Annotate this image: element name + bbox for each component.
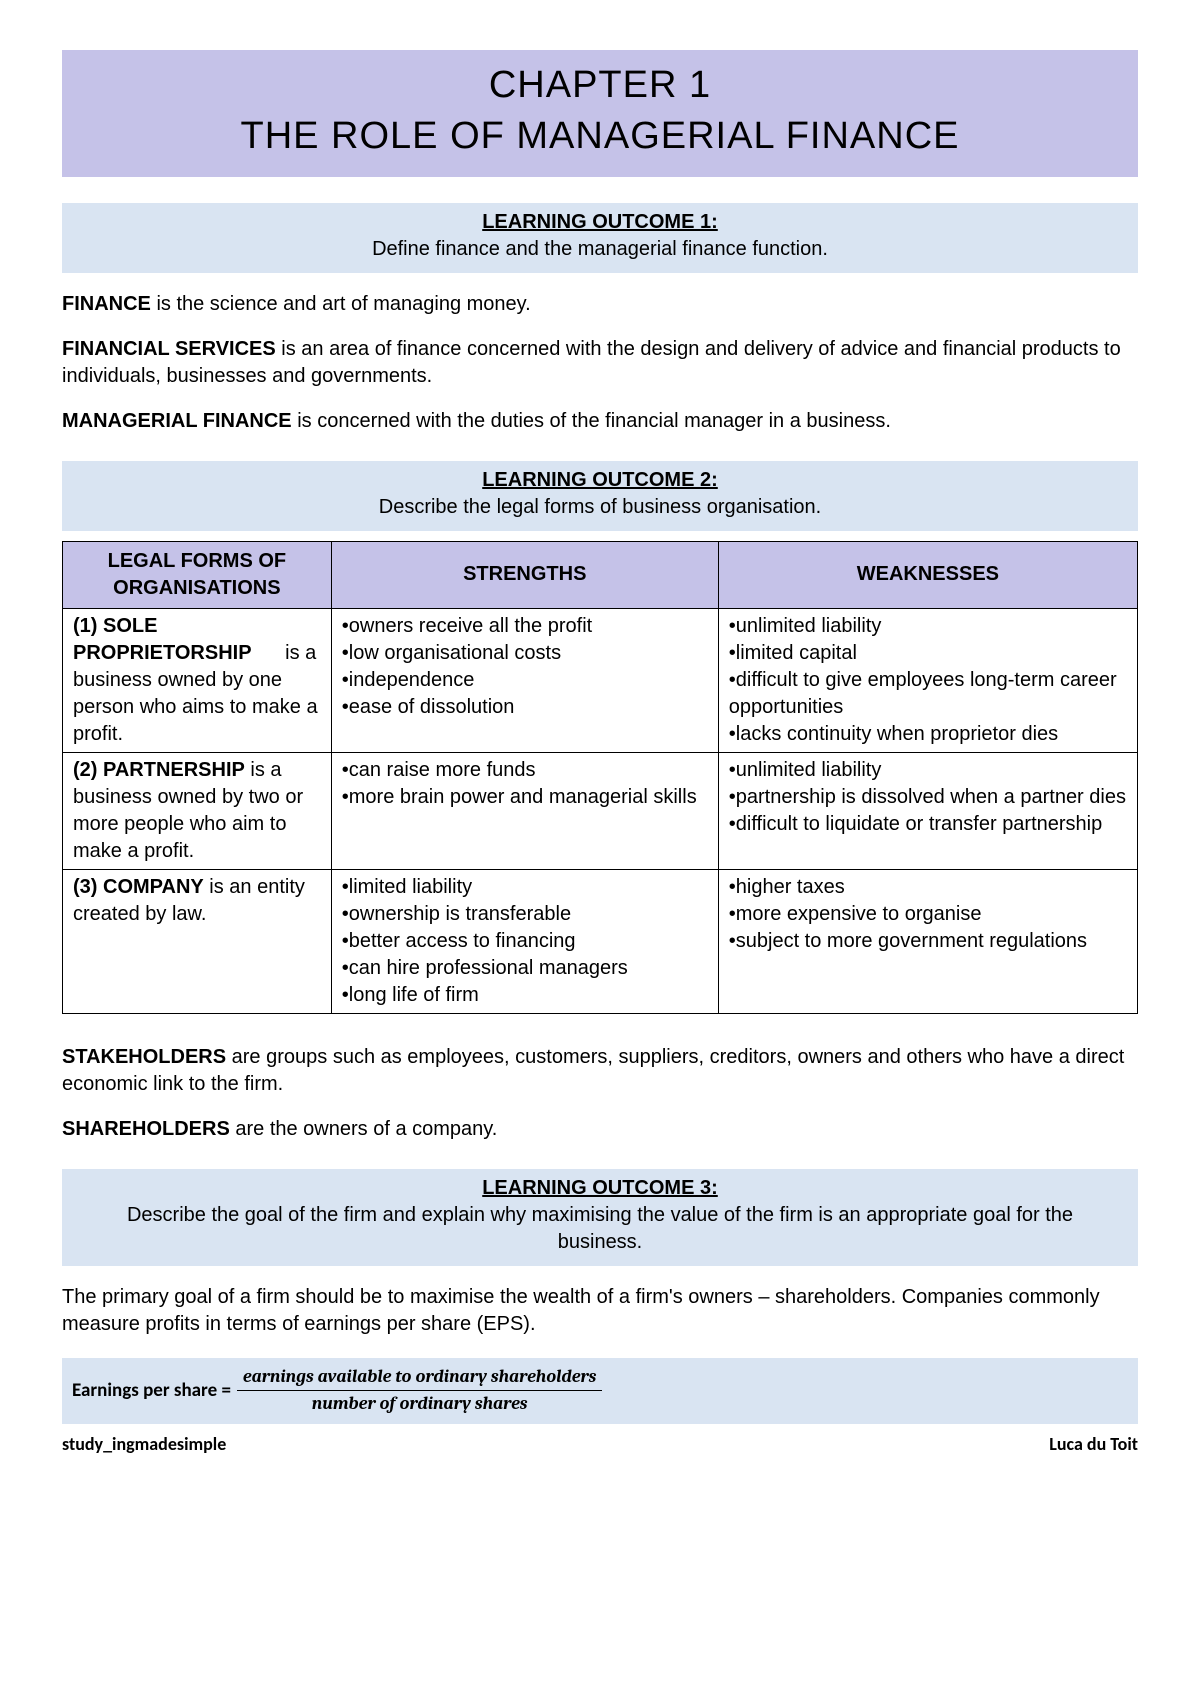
cell-strengths-1: •owners receive all the profit •low orga… <box>331 608 718 752</box>
cell-weaknesses-1: •unlimited liability •limited capital •d… <box>718 608 1137 752</box>
learning-outcome-1: LEARNING OUTCOME 1: Define finance and t… <box>62 203 1138 273</box>
definition-finance: FINANCE is the science and art of managi… <box>62 291 1138 318</box>
outcome3-desc: Describe the goal of the firm and explai… <box>102 1202 1098 1256</box>
chapter-line2: THE ROLE OF MANAGERIAL FINANCE <box>62 111 1138 162</box>
term: COMPANY <box>103 876 204 898</box>
num: (2) <box>73 759 103 781</box>
bullet: •owners receive all the profit <box>342 613 708 640</box>
eps-fraction: earnings available to ordinary sharehold… <box>237 1366 602 1416</box>
bullet: •limited liability <box>342 874 708 901</box>
bullet: •lacks continuity when proprietor dies <box>729 721 1127 748</box>
page-footer: study_ingmadesimple Luca du Toit <box>62 1432 1138 1456</box>
bullet: •unlimited liability <box>729 613 1127 640</box>
term-finance: FINANCE <box>62 293 151 315</box>
num: (1) <box>73 615 103 637</box>
th-legal-forms: LEGAL FORMS OF ORGANISATIONS <box>63 541 332 608</box>
text-shareholders: are the owners of a company. <box>230 1118 498 1140</box>
goal-paragraph: The primary goal of a firm should be to … <box>62 1284 1138 1338</box>
bullet: •higher taxes <box>729 874 1127 901</box>
cell-form-3: (3) COMPANY is an entity created by law. <box>63 869 332 1013</box>
bullet: •difficult to give employees long-term c… <box>729 667 1127 721</box>
table-header-row: LEGAL FORMS OF ORGANISATIONS STRENGTHS W… <box>63 541 1138 608</box>
bullet: •more expensive to organise <box>729 901 1127 928</box>
table-row: (3) COMPANY is an entity created by law.… <box>63 869 1138 1013</box>
bullet: •can raise more funds <box>342 757 708 784</box>
footer-right: Luca du Toit <box>1049 1432 1138 1456</box>
eps-formula-box: Earnings per share = earnings available … <box>62 1358 1138 1424</box>
cell-weaknesses-2: •unlimited liability •partnership is dis… <box>718 752 1137 869</box>
bullet: •limited capital <box>729 640 1127 667</box>
term: PARTNERSHIP <box>103 759 245 781</box>
bullet: •low organisational costs <box>342 640 708 667</box>
definition-managerial-finance: MANAGERIAL FINANCE is concerned with the… <box>62 408 1138 435</box>
cell-form-1: (1) SOLE PROPRIETORSHIP is a business ow… <box>63 608 332 752</box>
text-finance: is the science and art of managing money… <box>151 293 531 315</box>
outcome3-title: LEARNING OUTCOME 3: <box>102 1175 1098 1202</box>
cell-strengths-2: •can raise more funds •more brain power … <box>331 752 718 869</box>
eps-label: Earnings per share = <box>72 1378 231 1404</box>
outcome1-title: LEARNING OUTCOME 1: <box>102 209 1098 236</box>
th-strengths: STRENGTHS <box>331 541 718 608</box>
term-finserv: FINANCIAL SERVICES <box>62 338 276 360</box>
cell-strengths-3: •limited liability •ownership is transfe… <box>331 869 718 1013</box>
footer-left: study_ingmadesimple <box>62 1432 226 1456</box>
bullet: •more brain power and managerial skills <box>342 784 708 811</box>
bullet: •ownership is transferable <box>342 901 708 928</box>
outcome2-desc: Describe the legal forms of business org… <box>102 494 1098 521</box>
definition-financial-services: FINANCIAL SERVICES is an area of finance… <box>62 336 1138 390</box>
learning-outcome-2: LEARNING OUTCOME 2: Describe the legal f… <box>62 461 1138 531</box>
bullet: •better access to financing <box>342 928 708 955</box>
learning-outcome-3: LEARNING OUTCOME 3: Describe the goal of… <box>62 1169 1138 1266</box>
bullet: •subject to more government regulations <box>729 928 1127 955</box>
eps-numerator: earnings available to ordinary sharehold… <box>237 1366 602 1392</box>
table-row: (2) PARTNERSHIP is a business owned by t… <box>63 752 1138 869</box>
chapter-header: CHAPTER 1 THE ROLE OF MANAGERIAL FINANCE <box>62 50 1138 177</box>
bullet: •unlimited liability <box>729 757 1127 784</box>
term-manfin: MANAGERIAL FINANCE <box>62 410 292 432</box>
th-weaknesses: WEAKNESSES <box>718 541 1137 608</box>
chapter-line1: CHAPTER 1 <box>62 60 1138 111</box>
cell-weaknesses-3: •higher taxes •more expensive to organis… <box>718 869 1137 1013</box>
term-stakeholders: STAKEHOLDERS <box>62 1046 226 1068</box>
bullet: •can hire professional managers <box>342 955 708 982</box>
bullet: •difficult to liquidate or transfer part… <box>729 811 1127 838</box>
bullet: •independence <box>342 667 708 694</box>
legal-forms-table: LEGAL FORMS OF ORGANISATIONS STRENGTHS W… <box>62 541 1138 1014</box>
outcome2-title: LEARNING OUTCOME 2: <box>102 467 1098 494</box>
outcome1-desc: Define finance and the managerial financ… <box>102 236 1098 263</box>
definition-stakeholders: STAKEHOLDERS are groups such as employee… <box>62 1044 1138 1098</box>
eps-denominator: number of ordinary shares <box>237 1391 602 1416</box>
bullet: •partnership is dissolved when a partner… <box>729 784 1127 811</box>
cell-form-2: (2) PARTNERSHIP is a business owned by t… <box>63 752 332 869</box>
bullet: •long life of firm <box>342 982 708 1009</box>
bullet: •ease of dissolution <box>342 694 708 721</box>
num: (3) <box>73 876 103 898</box>
table-row: (1) SOLE PROPRIETORSHIP is a business ow… <box>63 608 1138 752</box>
definition-shareholders: SHAREHOLDERS are the owners of a company… <box>62 1116 1138 1143</box>
term-shareholders: SHAREHOLDERS <box>62 1118 230 1140</box>
text-manfin: is concerned with the duties of the fina… <box>292 410 891 432</box>
